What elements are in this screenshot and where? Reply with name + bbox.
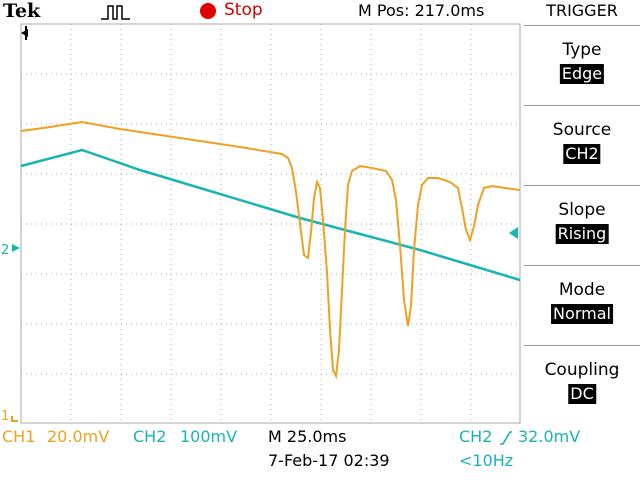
run-status[interactable]: Stop — [224, 0, 263, 20]
ch2-ground-marker — [12, 244, 20, 252]
trigger-level-readout: 32.0mV — [518, 427, 581, 446]
ch2-marker-label: 2 — [1, 243, 9, 258]
trigger-level-arrow-icon — [509, 227, 518, 239]
menu-item-slope[interactable]: Slope Rising — [524, 185, 640, 266]
ch2-label: CH2 — [133, 427, 167, 446]
menu-item-value: Normal — [551, 304, 613, 324]
trigger-position-arrow-icon — [21, 26, 28, 40]
menu-item-value: DC — [568, 384, 596, 404]
ch1-ground-marker — [11, 416, 18, 422]
menu-item-label: Coupling — [544, 360, 620, 380]
menu-item-mode[interactable]: Mode Normal — [524, 265, 640, 346]
datetime-readout: 7-Feb-17 02:39 — [268, 451, 390, 470]
graticule-border — [20, 23, 521, 424]
menu-item-value: CH2 — [563, 144, 601, 164]
menu-title: TRIGGER — [546, 1, 618, 20]
menu-item-label: Mode — [558, 280, 606, 300]
graticule-center-ticks — [21, 24, 520, 423]
menu-item-label: Slope — [558, 200, 606, 220]
trigger-source-readout: CH2 — [459, 427, 493, 446]
horizontal-position-readout: M Pos: 217.0ms — [358, 1, 485, 20]
menu-item-label: Type — [562, 40, 602, 60]
menu-item-type[interactable]: Type Edge — [524, 25, 640, 106]
ch1-label: CH1 — [2, 427, 36, 446]
graticule-grid — [21, 24, 520, 423]
rising-edge-icon — [500, 431, 512, 445]
ch2-trace — [20, 148, 521, 282]
brand-logo: Tek — [3, 0, 41, 22]
menu-item-label: Source — [552, 120, 612, 140]
timebase-readout: M 25.0ms — [268, 427, 347, 446]
menu-item-coupling[interactable]: Coupling DC — [524, 345, 640, 426]
pulse-waveform-icon — [101, 5, 130, 20]
ch1-trace — [20, 120, 521, 380]
menu-item-source[interactable]: Source CH2 — [524, 105, 640, 186]
ch2-scale: 100mV — [180, 427, 238, 446]
stop-indicator-icon — [200, 3, 216, 19]
ch1-scale: 20.0mV — [47, 427, 110, 446]
trigger-frequency-readout: <10Hz — [459, 451, 514, 470]
menu-item-value: Rising — [555, 224, 609, 244]
menu-item-value: Edge — [559, 64, 605, 84]
ch1-marker-label: 1 — [1, 409, 9, 424]
